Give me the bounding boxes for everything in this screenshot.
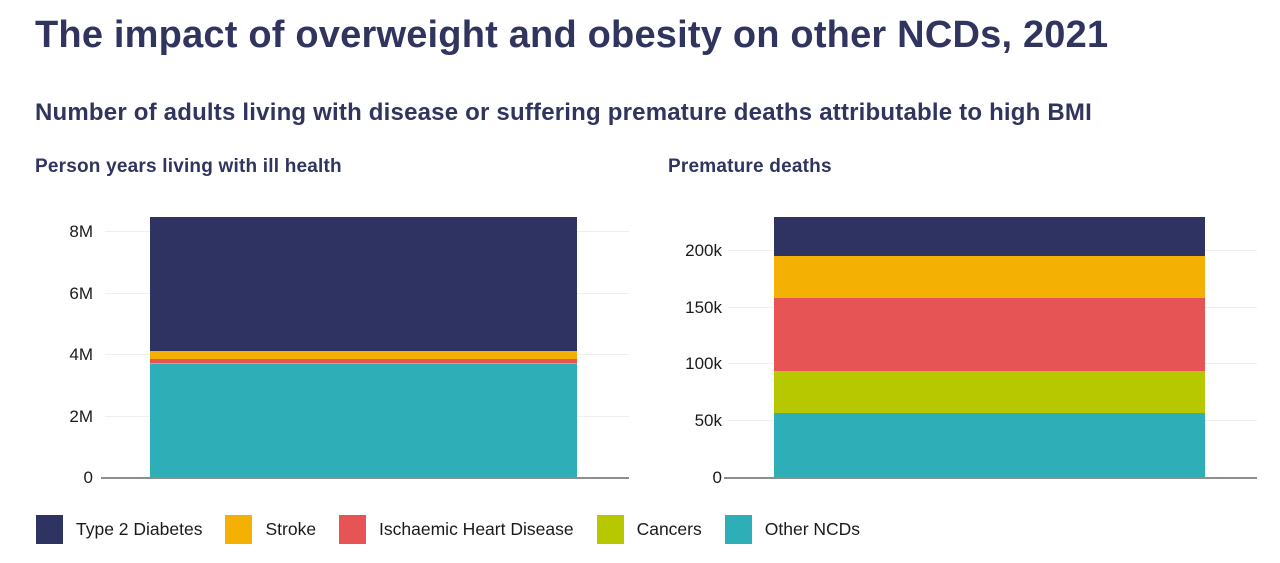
legend-swatch: [339, 514, 367, 544]
page-subtitle: Number of adults living with disease or …: [35, 99, 1092, 126]
bar-segment-stroke[interactable]: [150, 351, 578, 360]
legend: Type 2 Diabetes Stroke Ischaemic Heart Dis…: [36, 514, 860, 544]
y-axis-labels: 0 50k 100k 150k 200k: [668, 217, 722, 486]
page-title: The impact of overweight and obesity on …: [35, 14, 1109, 56]
legend-swatch: [225, 514, 253, 544]
y-tick-label: 200k: [685, 240, 722, 260]
x-axis-line: [724, 477, 1257, 479]
legend-swatch: [596, 514, 624, 544]
y-tick-label: 4M: [69, 345, 93, 365]
y-tick-label: 50k: [694, 411, 722, 431]
legend-label: Stroke: [265, 518, 317, 539]
bar-segment-ischaemic-heart-disease[interactable]: [150, 359, 578, 363]
bar-segment-cancers[interactable]: [150, 362, 578, 365]
y-tick-label: 2M: [69, 406, 93, 426]
stacked-bar[interactable]: [773, 217, 1205, 478]
chart-person-years: Person years living with ill health 0 2M 4…: [35, 156, 629, 487]
bar-segment-other-ncds[interactable]: [773, 413, 1205, 478]
bar-segment-ischaemic-heart-disease[interactable]: [773, 297, 1205, 371]
legend-label: Type 2 Diabetes: [76, 518, 203, 539]
y-tick-label: 0: [83, 468, 93, 487]
legend-label: Cancers: [636, 518, 702, 539]
y-tick-label: 0: [712, 468, 722, 487]
legend-item-cancers[interactable]: Cancers: [596, 514, 702, 544]
y-tick-label: 100k: [685, 354, 722, 374]
chart-premature-deaths: Premature deaths 0 50k 100k 150k 200k: [668, 156, 1257, 487]
chart-title-premature-deaths: Premature deaths: [668, 156, 832, 177]
plot: [99, 217, 629, 479]
legend-item-other-ncds[interactable]: Other NCDs: [724, 514, 861, 544]
bar-segment-other-ncds[interactable]: [150, 364, 578, 478]
x-axis-line: [101, 477, 629, 479]
chart-title-person-years: Person years living with ill health: [35, 156, 342, 177]
chart-plot-area: 0 50k 100k 150k 200k: [668, 217, 1257, 487]
legend-swatch: [36, 514, 63, 544]
chart-plot-area: 0 2M 4M 6M 8M: [35, 217, 629, 487]
y-axis-labels: 0 2M 4M 6M 8M: [35, 217, 99, 487]
bar-segment-stroke[interactable]: [773, 255, 1205, 298]
bar-segment-cancers[interactable]: [773, 370, 1205, 414]
bar-segment-type-2-diabetes[interactable]: [150, 217, 578, 352]
stacked-bar[interactable]: [150, 217, 578, 478]
legend-item-type-2-diabetes[interactable]: Type 2 Diabetes: [36, 514, 203, 544]
y-tick-label: 150k: [685, 297, 722, 317]
legend-item-stroke[interactable]: Stroke: [225, 514, 317, 544]
legend-swatch: [724, 514, 752, 544]
plot: [722, 217, 1257, 479]
bar-segment-type-2-diabetes[interactable]: [773, 217, 1205, 256]
legend-label: Ischaemic Heart Disease: [379, 518, 574, 539]
legend-label: Other NCDs: [764, 518, 861, 539]
legend-item-ischaemic-heart-disease[interactable]: Ischaemic Heart Disease: [339, 514, 574, 544]
y-tick-label: 6M: [69, 283, 93, 303]
y-tick-label: 8M: [69, 222, 93, 242]
